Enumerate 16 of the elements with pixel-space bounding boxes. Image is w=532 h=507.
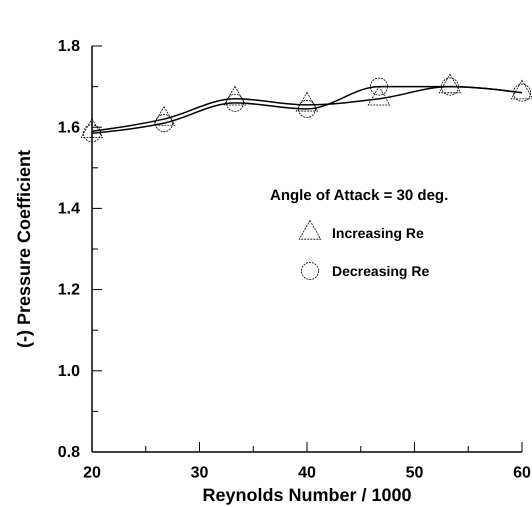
y-tick-label: 1.8	[58, 38, 80, 56]
y-tick-label: 1.4	[58, 200, 80, 218]
y-tick-label: 1.2	[58, 282, 80, 299]
x-tick-label: 60	[513, 464, 531, 482]
x-tick-label: 40	[298, 464, 316, 482]
legend-title: Angle of Attack = 30 deg.	[270, 187, 448, 204]
y-tick-label: 1.6	[58, 119, 80, 136]
x-axis-title: Reynolds Number / 1000	[202, 485, 412, 505]
y-tick-label: 0.8	[58, 444, 80, 462]
x-tick-label: 20	[83, 464, 101, 482]
x-tick-label: 30	[190, 464, 208, 482]
legend-label: Increasing Re	[332, 225, 424, 241]
y-tick-label: 1.0	[58, 362, 80, 380]
legend-label: Decreasing Re	[332, 263, 430, 279]
x-tick-label: 50	[406, 464, 424, 482]
y-axis-title: (-) Pressure Coefficient	[14, 150, 34, 348]
